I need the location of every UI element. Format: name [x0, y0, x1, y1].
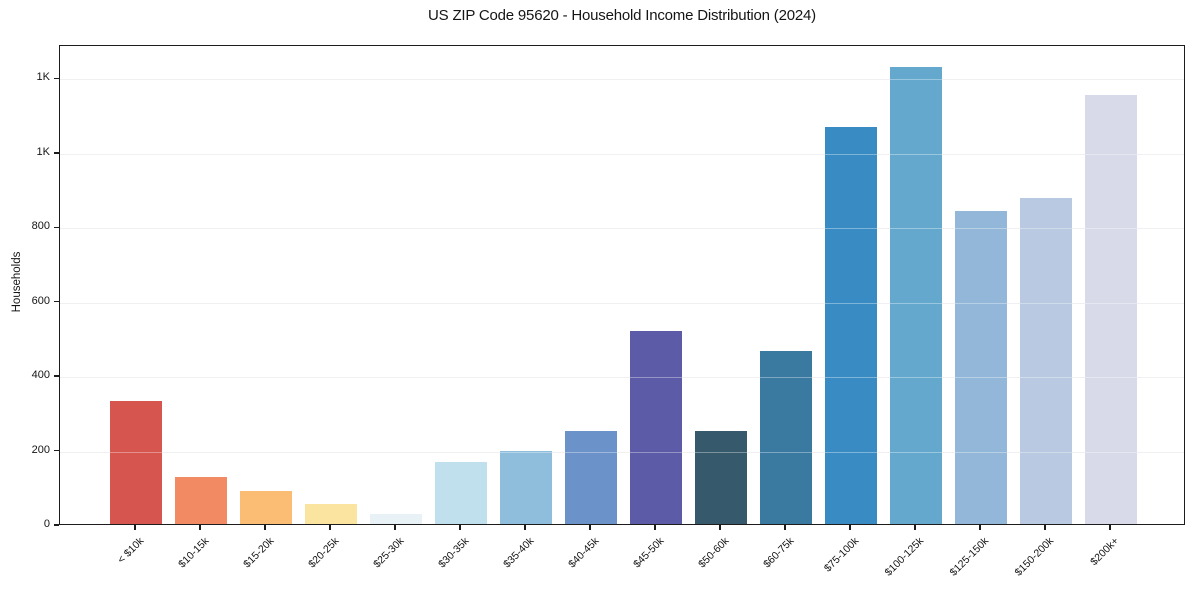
- x-tick-label: $125-150k: [947, 535, 992, 579]
- x-tick-label: $45-50k: [631, 535, 667, 571]
- bar-$45-50k: [630, 330, 682, 524]
- x-axis-tick: [914, 525, 916, 530]
- x-axis-tick: [1044, 525, 1046, 530]
- bar-$10-15k: [175, 476, 227, 524]
- bar-$15-20k: [240, 491, 292, 524]
- x-tick-label: $50-60k: [696, 535, 732, 571]
- chart-title: US ZIP Code 95620 - Household Income Dis…: [428, 7, 816, 24]
- x-axis-tick: [329, 525, 331, 530]
- bar-< $10k: [110, 400, 162, 524]
- x-tick-label: $40-45k: [566, 535, 602, 571]
- y-tick-label: 800: [31, 220, 50, 233]
- x-tick-label: $200k+: [1088, 535, 1122, 569]
- x-axis-tick: [199, 525, 201, 530]
- y-tick-label: 0: [43, 518, 50, 530]
- x-axis-tick: [784, 525, 786, 530]
- gridline: [60, 79, 1184, 81]
- y-axis-tick: [54, 77, 59, 80]
- plot-area: [59, 45, 1185, 525]
- x-axis-tick: [1109, 525, 1111, 530]
- x-axis-tick: [459, 525, 461, 530]
- gridline-overlay: [60, 79, 1184, 81]
- x-tick-label: $60-75k: [761, 535, 797, 571]
- y-axis-tick: [54, 301, 59, 303]
- y-tick-label: 1K: [36, 71, 50, 84]
- gridline-overlay: [60, 302, 1184, 304]
- gridline-overlay: [60, 377, 1184, 379]
- x-axis-tick: [589, 525, 591, 530]
- gridline: [60, 228, 1184, 230]
- y-tick-label: 200: [31, 443, 50, 456]
- x-tick-label: $20-25k: [306, 535, 342, 571]
- y-tick-label: 1K: [36, 145, 50, 158]
- x-axis-tick: [264, 525, 266, 530]
- x-axis-tick: [719, 525, 721, 530]
- bar-$150-200k: [1020, 198, 1072, 524]
- bar-$60-75k: [760, 350, 812, 524]
- y-axis-tick: [54, 375, 59, 377]
- x-tick-label: $30-35k: [436, 535, 472, 571]
- bar-$100-125k: [890, 67, 942, 524]
- y-axis-label: Households: [11, 251, 23, 313]
- gridline-overlay: [60, 451, 1184, 453]
- gridline: [60, 451, 1184, 453]
- x-tick-label: $25-30k: [371, 535, 407, 571]
- x-axis-tick: [654, 525, 656, 530]
- gridline-overlay: [60, 153, 1184, 155]
- gridline-overlay: [60, 228, 1184, 230]
- x-tick-label: $15-20k: [241, 535, 277, 571]
- bar-$75-100k: [825, 126, 877, 524]
- x-tick-label: $10-15k: [176, 535, 212, 571]
- y-axis-tick: [54, 226, 59, 229]
- x-axis-tick: [524, 525, 526, 530]
- x-axis-tick: [849, 525, 851, 530]
- bar-$30-35k: [435, 462, 487, 524]
- y-tick-label: 400: [31, 369, 50, 382]
- x-tick-label: < $10k: [115, 535, 147, 566]
- gridline: [60, 302, 1184, 304]
- x-tick-label: $100-125k: [882, 535, 927, 579]
- bar-$40-45k: [565, 430, 617, 524]
- bar-$25-30k: [370, 513, 422, 524]
- x-axis-tick: [979, 525, 981, 530]
- x-tick-label: $150-200k: [1012, 535, 1057, 579]
- x-tick-label: $35-40k: [501, 535, 537, 571]
- bar-$20-25k: [305, 504, 357, 524]
- bar-$50-60k: [695, 430, 747, 524]
- x-axis-tick: [134, 525, 136, 530]
- y-axis-tick: [54, 449, 59, 452]
- bar-$35-40k: [500, 451, 552, 524]
- y-tick-label: 600: [31, 294, 50, 307]
- gridline: [60, 377, 1184, 379]
- y-axis-tick: [54, 524, 59, 526]
- bar-$125-150k: [955, 211, 1007, 524]
- x-tick-label: $75-100k: [822, 535, 862, 575]
- x-axis-tick: [394, 525, 396, 530]
- gridline: [60, 153, 1184, 155]
- y-axis-tick: [54, 152, 59, 154]
- bar-$200k+: [1085, 95, 1137, 524]
